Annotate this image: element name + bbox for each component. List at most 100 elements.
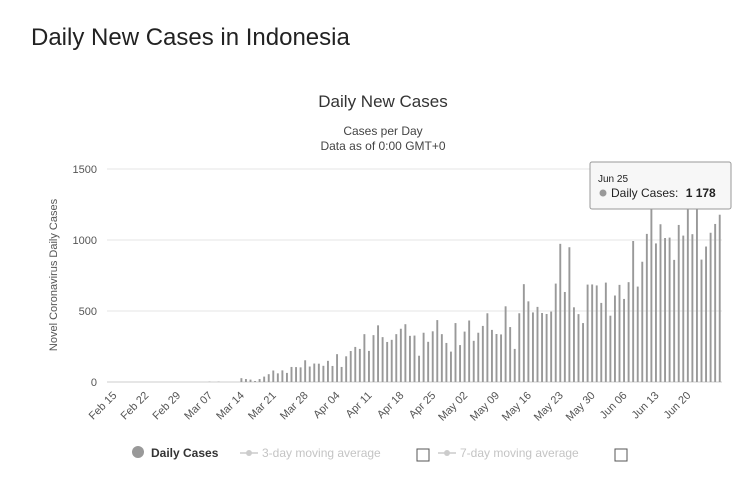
bar[interactable]: [267, 374, 270, 382]
bar[interactable]: [304, 360, 307, 382]
bar[interactable]: [522, 284, 525, 382]
bar[interactable]: [349, 351, 352, 382]
bar[interactable]: [618, 284, 621, 382]
bar[interactable]: [563, 291, 566, 382]
bar[interactable]: [367, 350, 370, 382]
bar[interactable]: [664, 238, 667, 382]
bar[interactable]: [650, 205, 653, 382]
bar[interactable]: [541, 312, 544, 382]
bar[interactable]: [686, 193, 689, 382]
bar[interactable]: [586, 284, 589, 382]
bar[interactable]: [276, 373, 279, 382]
bar[interactable]: [695, 207, 698, 382]
bar[interactable]: [477, 332, 480, 382]
bar[interactable]: [386, 341, 389, 382]
bar[interactable]: [691, 234, 694, 382]
bar[interactable]: [381, 337, 384, 382]
legend-item-daily-cases[interactable]: Daily Cases: [132, 446, 219, 460]
bar[interactable]: [290, 366, 293, 382]
bar[interactable]: [445, 342, 448, 382]
bar[interactable]: [472, 340, 475, 382]
legend-item-3-day-average[interactable]: 3-day moving average: [240, 446, 430, 462]
bar[interactable]: [577, 314, 580, 382]
bar[interactable]: [240, 378, 243, 382]
bar[interactable]: [454, 323, 457, 382]
bar[interactable]: [431, 331, 434, 382]
bar[interactable]: [418, 355, 421, 382]
bar[interactable]: [340, 366, 343, 382]
bar[interactable]: [700, 259, 703, 382]
bar[interactable]: [249, 379, 252, 382]
bar[interactable]: [714, 223, 717, 382]
bar[interactable]: [627, 282, 630, 382]
bar[interactable]: [654, 243, 657, 382]
bar[interactable]: [258, 379, 261, 382]
bar[interactable]: [645, 233, 648, 382]
bar[interactable]: [600, 302, 603, 382]
bar[interactable]: [554, 283, 557, 382]
bar[interactable]: [527, 301, 530, 382]
bar[interactable]: [531, 312, 534, 382]
bar[interactable]: [331, 365, 334, 382]
bar[interactable]: [709, 232, 712, 382]
bar[interactable]: [659, 224, 662, 382]
bar[interactable]: [682, 235, 685, 382]
checkbox-7-day-average[interactable]: [614, 448, 628, 462]
bar[interactable]: [572, 307, 575, 382]
bar[interactable]: [481, 325, 484, 382]
bar[interactable]: [545, 313, 548, 382]
bar[interactable]: [641, 261, 644, 382]
bar[interactable]: [463, 331, 466, 382]
bar[interactable]: [254, 381, 257, 382]
checkbox-3-day-average[interactable]: [416, 448, 430, 462]
bar[interactable]: [490, 329, 493, 382]
bar[interactable]: [404, 324, 407, 382]
bar[interactable]: [591, 284, 594, 382]
bar[interactable]: [390, 339, 393, 382]
bar[interactable]: [308, 366, 311, 382]
bar[interactable]: [395, 334, 398, 382]
bar[interactable]: [568, 247, 571, 382]
bar[interactable]: [358, 348, 361, 382]
bar[interactable]: [313, 363, 316, 382]
bar[interactable]: [244, 379, 247, 382]
bar[interactable]: [399, 328, 402, 382]
bar[interactable]: [504, 306, 507, 382]
bar[interactable]: [500, 334, 503, 382]
bar[interactable]: [595, 285, 598, 382]
bar[interactable]: [427, 341, 430, 382]
bar[interactable]: [326, 360, 329, 382]
bar[interactable]: [449, 351, 452, 382]
bar[interactable]: [623, 298, 626, 382]
bar[interactable]: [513, 348, 516, 382]
bar[interactable]: [468, 320, 471, 382]
bar[interactable]: [440, 334, 443, 382]
bar[interactable]: [718, 214, 721, 382]
bar[interactable]: [336, 354, 339, 382]
bar[interactable]: [632, 240, 635, 382]
bar[interactable]: [408, 335, 411, 382]
bar[interactable]: [550, 311, 553, 382]
bar[interactable]: [559, 243, 562, 382]
bar[interactable]: [413, 335, 416, 382]
bar[interactable]: [436, 320, 439, 382]
bar[interactable]: [536, 306, 539, 382]
bar[interactable]: [377, 325, 380, 382]
bar[interactable]: [668, 237, 671, 382]
bar[interactable]: [272, 370, 275, 383]
legend-item-7-day-average[interactable]: 7-day moving average: [438, 446, 628, 462]
bar[interactable]: [705, 246, 708, 382]
bar[interactable]: [673, 259, 676, 382]
bar[interactable]: [281, 370, 284, 382]
bar[interactable]: [422, 332, 425, 382]
bar[interactable]: [518, 313, 521, 382]
bar[interactable]: [604, 282, 607, 382]
bar[interactable]: [299, 367, 302, 382]
bar[interactable]: [509, 327, 512, 382]
bar[interactable]: [459, 345, 462, 382]
bar[interactable]: [613, 295, 616, 382]
bar[interactable]: [372, 335, 375, 382]
bar[interactable]: [345, 356, 348, 382]
bar[interactable]: [677, 224, 680, 382]
bar[interactable]: [295, 367, 298, 382]
